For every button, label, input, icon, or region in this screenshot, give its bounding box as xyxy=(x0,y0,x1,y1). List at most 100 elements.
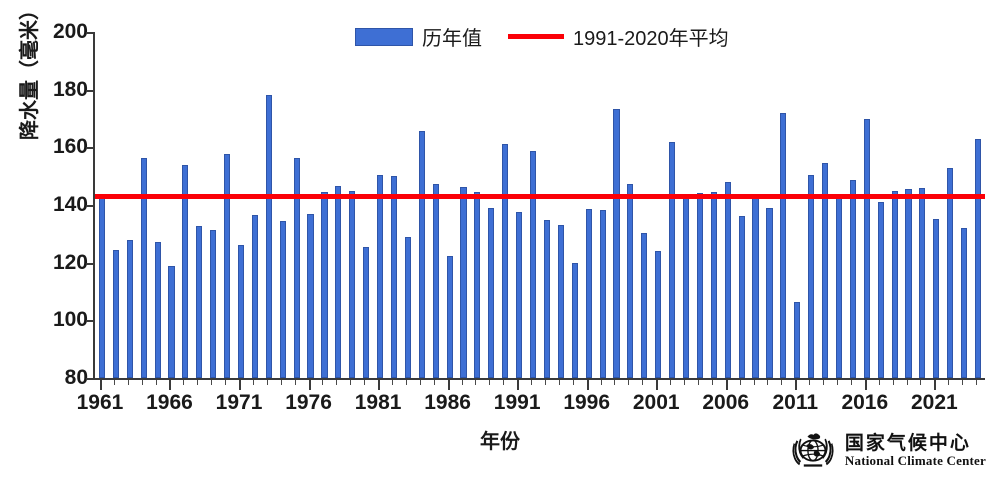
bar xyxy=(961,227,968,378)
logo-english-name: National Climate Center xyxy=(844,453,986,469)
watermark: 国家气候中心 National Climate Center xyxy=(790,431,986,471)
x-minor-tick xyxy=(391,380,393,385)
x-minor-tick xyxy=(113,380,115,385)
bar xyxy=(808,175,815,378)
x-tick-mark xyxy=(517,380,520,390)
bar xyxy=(766,207,773,378)
bar xyxy=(947,168,954,378)
x-tick-mark xyxy=(239,380,242,390)
x-minor-tick xyxy=(350,380,352,385)
x-tick-label: 1966 xyxy=(146,391,193,414)
bar xyxy=(196,225,203,378)
bar xyxy=(321,192,328,378)
x-tick-label: 1971 xyxy=(215,391,263,414)
bar xyxy=(210,230,217,378)
x-tick-mark xyxy=(656,380,659,390)
bar xyxy=(557,225,564,378)
bar xyxy=(543,220,550,378)
x-tick-mark xyxy=(725,380,728,390)
x-tick-label: 2001 xyxy=(632,391,680,414)
x-minor-tick xyxy=(642,380,644,385)
x-minor-tick xyxy=(155,380,157,385)
bar xyxy=(613,108,620,378)
x-minor-tick xyxy=(962,380,964,385)
bar xyxy=(655,250,662,378)
y-tick-mark xyxy=(86,378,95,380)
bar xyxy=(724,182,731,378)
legend-entry: 1991-2020年平均 xyxy=(508,22,729,51)
x-minor-tick xyxy=(892,380,894,385)
y-tick-label: 120 xyxy=(52,250,88,274)
bar xyxy=(669,141,676,378)
bar xyxy=(933,219,940,378)
x-tick-label: 1976 xyxy=(285,391,332,414)
x-minor-tick xyxy=(405,380,407,385)
bar xyxy=(390,175,398,378)
chart-legend: 历年值 1991-2020年平均 xyxy=(355,22,729,51)
bar xyxy=(738,215,745,378)
bar xyxy=(502,144,509,378)
x-tick-label: 1996 xyxy=(563,391,611,414)
x-minor-tick xyxy=(211,380,213,385)
bar xyxy=(460,186,467,378)
x-tick-mark xyxy=(308,380,311,390)
x-minor-tick xyxy=(767,380,769,385)
x-axis-tick-marks xyxy=(93,380,983,392)
bar xyxy=(265,94,272,378)
bar xyxy=(126,240,133,378)
y-tick-label: 80 xyxy=(64,366,88,389)
bar xyxy=(571,263,578,378)
x-tick-mark xyxy=(934,380,937,390)
legend-line-swatch-icon xyxy=(508,34,564,39)
legend-entry: 历年值 xyxy=(355,22,482,51)
x-minor-tick xyxy=(419,380,421,385)
x-tick-label: 2021 xyxy=(910,391,958,414)
national-climate-center-emblem-icon xyxy=(792,433,834,467)
x-minor-tick xyxy=(948,380,950,385)
bar xyxy=(627,184,634,378)
bar xyxy=(224,153,231,378)
y-tick-mark xyxy=(86,32,95,34)
bar xyxy=(446,255,453,378)
x-minor-tick xyxy=(614,380,616,385)
bar xyxy=(112,249,119,378)
x-minor-tick xyxy=(711,380,713,385)
bar xyxy=(418,130,425,378)
bar xyxy=(905,189,912,378)
x-minor-tick xyxy=(697,380,699,385)
x-minor-tick xyxy=(141,380,143,385)
x-tick-label: 1991 xyxy=(493,391,541,414)
x-minor-tick xyxy=(197,380,199,385)
bar xyxy=(182,164,189,378)
x-minor-tick xyxy=(252,380,254,385)
x-minor-tick xyxy=(670,380,672,385)
x-minor-tick xyxy=(976,380,978,385)
x-minor-tick xyxy=(266,380,268,385)
x-tick-label: 2016 xyxy=(841,391,889,414)
bar xyxy=(251,215,258,378)
bar xyxy=(404,236,411,378)
logo-chinese-name: 国家气候中心 xyxy=(844,433,971,455)
x-minor-tick xyxy=(433,380,435,385)
x-minor-tick xyxy=(322,380,324,385)
x-tick-mark xyxy=(586,380,589,390)
x-minor-tick xyxy=(364,380,366,385)
x-minor-tick xyxy=(753,380,755,385)
x-tick-label: 2011 xyxy=(772,391,819,414)
y-tick-label: 180 xyxy=(52,77,88,101)
x-minor-tick xyxy=(600,380,602,385)
bar xyxy=(488,207,495,378)
x-minor-tick xyxy=(684,380,686,385)
bar xyxy=(863,119,870,378)
y-axis-tick-labels: 80 100 120 140 160 180 200 xyxy=(30,0,88,477)
x-tick-label: 1981 xyxy=(354,391,402,414)
bar xyxy=(641,232,648,378)
x-tick-mark xyxy=(447,380,450,390)
bar xyxy=(780,113,787,378)
bar xyxy=(835,195,843,378)
bar xyxy=(432,183,439,378)
x-minor-tick xyxy=(531,380,533,385)
bar xyxy=(154,242,161,378)
y-tick-label: 160 xyxy=(52,135,88,159)
